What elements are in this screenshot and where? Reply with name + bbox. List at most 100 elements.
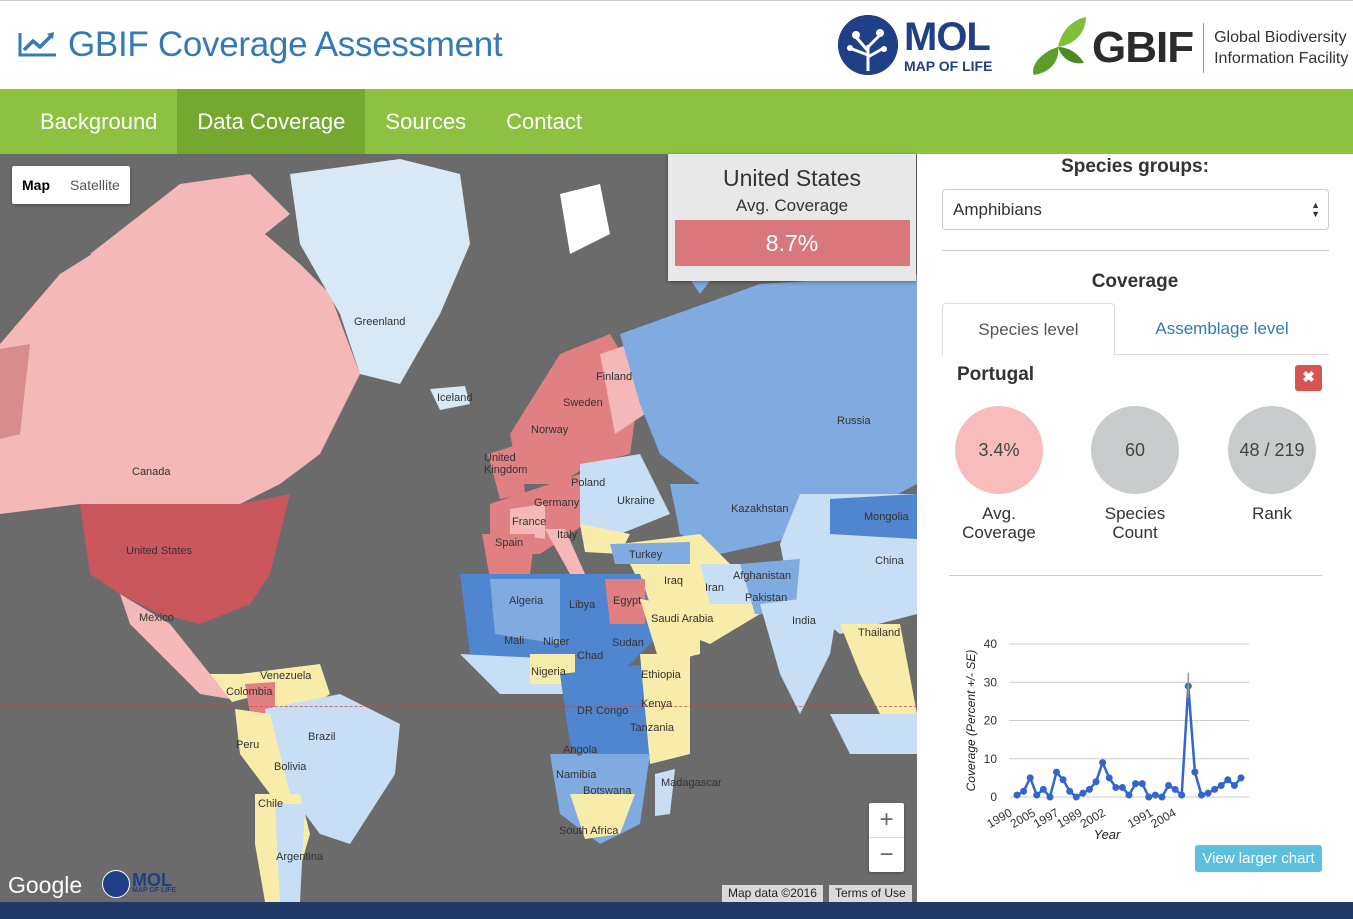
chart-point[interactable] bbox=[1211, 785, 1219, 793]
chart-point[interactable] bbox=[1237, 774, 1245, 782]
chart-point[interactable] bbox=[1165, 782, 1173, 790]
chart-point[interactable] bbox=[1204, 789, 1212, 797]
region-russia bbox=[620, 274, 917, 514]
chart-point[interactable] bbox=[1039, 785, 1047, 793]
label-venezuela: Venezuela bbox=[260, 670, 312, 682]
chart-point[interactable] bbox=[1092, 778, 1100, 786]
chart-point[interactable] bbox=[1085, 785, 1093, 793]
mol-tree-icon-small bbox=[102, 870, 130, 898]
mol-map-logo[interactable]: MOL MAP OF LIFE bbox=[102, 870, 176, 898]
chart-point[interactable] bbox=[1099, 759, 1107, 767]
chart-point[interactable] bbox=[1178, 791, 1186, 799]
label-argentina: Argentina bbox=[276, 851, 324, 863]
chart-point[interactable] bbox=[1138, 780, 1146, 788]
region-alaska bbox=[0, 344, 30, 439]
chart-y-tick-label: 20 bbox=[984, 714, 998, 728]
label-mexico: Mexico bbox=[139, 612, 174, 624]
close-button[interactable]: ✖ bbox=[1295, 365, 1322, 391]
species-group-select[interactable]: Amphibians ▲ ▼ bbox=[942, 189, 1329, 230]
gbif-divider bbox=[1203, 22, 1205, 73]
rank-label: Rank bbox=[1252, 504, 1292, 523]
label-finland: Finland bbox=[596, 371, 633, 383]
label-niger: Niger bbox=[543, 636, 570, 648]
chart-point[interactable] bbox=[1224, 776, 1232, 784]
region-arctic-islands bbox=[90, 174, 290, 264]
chart-point[interactable] bbox=[1171, 785, 1179, 793]
chart-point[interactable] bbox=[1112, 783, 1120, 791]
gbif-logo[interactable]: GBIF Global Biodiversity Information Fac… bbox=[1028, 13, 1348, 82]
map-type-map-button[interactable]: Map bbox=[22, 177, 50, 193]
region-greenland bbox=[290, 159, 470, 384]
chart-y-tick-label: 10 bbox=[984, 752, 998, 766]
chart-point[interactable] bbox=[1013, 791, 1021, 799]
rank-circle: 48 / 219 bbox=[1228, 406, 1316, 494]
chart-point[interactable] bbox=[1217, 782, 1225, 790]
map-attribution: Map data ©2016 bbox=[722, 885, 823, 902]
label-botswana: Botswana bbox=[583, 785, 632, 797]
hover-info-box: United States Avg. Coverage 8.7% bbox=[668, 154, 916, 281]
label-namibia: Namibia bbox=[556, 769, 597, 781]
tab-species-level[interactable]: Species level bbox=[942, 303, 1115, 356]
chart-points bbox=[1013, 672, 1245, 801]
zoom-in-button[interactable]: + bbox=[879, 806, 894, 833]
google-logo[interactable]: Google bbox=[8, 872, 83, 898]
divider bbox=[942, 250, 1329, 251]
chart-point[interactable] bbox=[1158, 793, 1166, 801]
chart-point[interactable] bbox=[1059, 776, 1067, 784]
chart-point[interactable] bbox=[1191, 768, 1199, 776]
chart-point[interactable] bbox=[1132, 780, 1140, 788]
zoom-out-button[interactable]: − bbox=[879, 841, 894, 868]
label-ukraine: Ukraine bbox=[617, 495, 655, 507]
region-united-states bbox=[80, 494, 290, 624]
chart-point[interactable] bbox=[1046, 793, 1054, 801]
chart-point[interactable] bbox=[1230, 782, 1238, 790]
selected-country: Portugal bbox=[957, 364, 1035, 385]
label-mongolia: Mongolia bbox=[864, 511, 909, 523]
region-indonesia bbox=[830, 714, 917, 754]
stat-species-count: 60 Species Count bbox=[1065, 406, 1205, 542]
hover-coverage-label: Avg. Coverage bbox=[735, 196, 849, 215]
view-larger-chart-button[interactable]: View larger chart bbox=[1195, 845, 1322, 872]
label-kazakhstan: Kazakhstan bbox=[731, 503, 789, 515]
times-icon: ✖ bbox=[1302, 369, 1315, 386]
chart-point[interactable] bbox=[1105, 774, 1113, 782]
terms-of-use-link[interactable]: Terms of Use bbox=[829, 885, 912, 902]
mol-tree-icon bbox=[838, 15, 898, 75]
main-nav: Background Data Coverage Sources Contact bbox=[0, 89, 1353, 154]
label-germany: Germany bbox=[534, 497, 580, 509]
mol-logo[interactable]: MOL MAP OF LIFE bbox=[838, 15, 992, 75]
label-united-states: United States bbox=[126, 545, 193, 557]
nav-sources[interactable]: Sources bbox=[385, 109, 467, 134]
label-spain: Spain bbox=[495, 537, 524, 549]
mol-subtitle: MAP OF LIFE bbox=[904, 58, 993, 74]
side-panel: Species groups: Amphibians ▲ ▼ Coverage S… bbox=[917, 154, 1353, 902]
world-map-shapes[interactable] bbox=[0, 154, 917, 902]
chart-point[interactable] bbox=[1072, 793, 1080, 801]
label-ethiopia: Ethiopia bbox=[641, 669, 681, 681]
chart-point[interactable] bbox=[1118, 783, 1126, 791]
map-type-satellite-button[interactable]: Satellite bbox=[70, 177, 120, 193]
chart-point[interactable] bbox=[1125, 791, 1133, 799]
chart-point[interactable] bbox=[1053, 768, 1061, 776]
nav-contact[interactable]: Contact bbox=[506, 109, 582, 134]
tab-assemblage-level[interactable]: Assemblage level bbox=[1155, 319, 1289, 338]
chart-point[interactable] bbox=[1197, 791, 1205, 799]
nav-data-coverage[interactable]: Data Coverage bbox=[177, 89, 366, 154]
chart-point[interactable] bbox=[1020, 787, 1028, 795]
label-italy: Italy bbox=[557, 529, 578, 541]
chart-point[interactable] bbox=[1079, 789, 1087, 797]
brand[interactable]: GBIF Coverage Assessment bbox=[18, 25, 503, 65]
chart-point[interactable] bbox=[1026, 774, 1034, 782]
chart-point[interactable] bbox=[1033, 791, 1041, 799]
chart-point[interactable] bbox=[1151, 791, 1159, 799]
nav-background[interactable]: Background bbox=[40, 109, 158, 134]
hover-coverage-value: 8.7% bbox=[674, 220, 910, 266]
chart-y-axis-label: Coverage (Percent +/- SE) bbox=[964, 650, 978, 792]
stat-rank: 48 / 219 Rank bbox=[1202, 406, 1342, 523]
label-south-africa: South Africa bbox=[559, 825, 619, 837]
chart-point[interactable] bbox=[1066, 787, 1074, 795]
species-count-label-2: Count bbox=[1112, 523, 1158, 542]
chart-point[interactable] bbox=[1145, 793, 1153, 801]
